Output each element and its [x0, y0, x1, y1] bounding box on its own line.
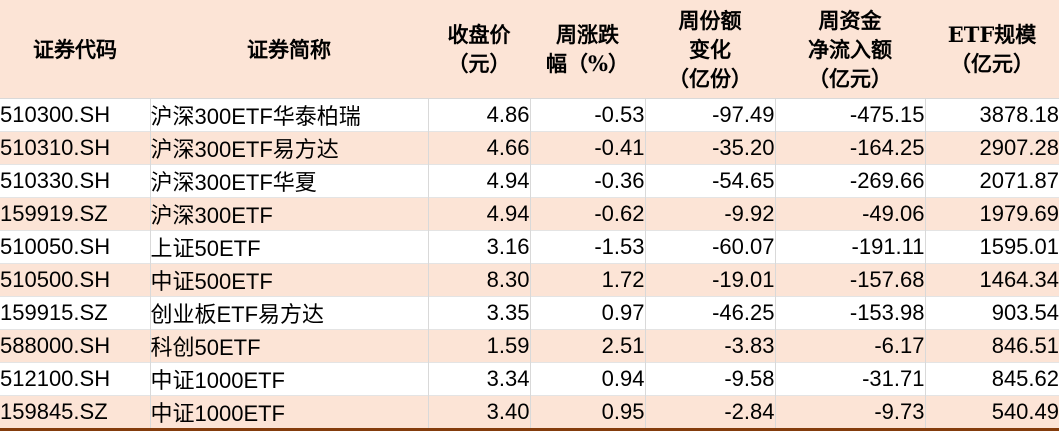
cell-share_chg: -19.01 [645, 263, 776, 297]
cell-scale: 1464.34 [925, 263, 1059, 297]
cell-code: 588000.SH [0, 329, 151, 363]
cell-share_chg: -9.58 [645, 362, 776, 396]
table-body: 510300.SH 沪深300ETF华泰柏瑞 4.86 -0.53 -97.49 -475… [0, 98, 1059, 430]
cell-chg: 0.95 [530, 395, 646, 430]
cell-code: 510330.SH [0, 164, 151, 198]
column-header-name: 证券简称 [150, 0, 428, 99]
cell-close: 4.94 [428, 197, 531, 231]
cell-net_inflow: -6.17 [775, 329, 926, 363]
table-row: 510300.SH 沪深300ETF华泰柏瑞 4.86 -0.53 -97.49 -475… [0, 98, 1059, 132]
cell-share_chg: -60.07 [645, 230, 776, 264]
table-row: 510050.SH 上证50ETF 3.16 -1.53 -60.07 -191.11 15… [0, 230, 1059, 264]
cell-net_inflow: -164.25 [775, 131, 926, 165]
etf-fund-flow-table: 证券代码 证券简称 收盘价 （元） 周涨跌 幅（%） 周份额 变化 （亿份） 周资金 净流… [0, 0, 1059, 431]
cell-code: 510050.SH [0, 230, 151, 264]
cell-close: 4.94 [428, 164, 531, 198]
cell-chg: -0.53 [530, 98, 646, 132]
cell-share_chg: -9.92 [645, 197, 776, 231]
column-header-share_chg: 周份额 变化 （亿份） [645, 0, 775, 99]
cell-name: 中证1000ETF [150, 395, 429, 430]
cell-close: 4.86 [428, 98, 531, 132]
cell-chg: 0.97 [530, 296, 646, 330]
cell-scale: 2071.87 [925, 164, 1059, 198]
table-row: 159919.SZ 沪深300ETF 4.94 -0.62 -9.92 -49.06 197… [0, 197, 1059, 231]
cell-name: 沪深300ETF华泰柏瑞 [150, 98, 429, 132]
cell-close: 3.40 [428, 395, 531, 430]
cell-close: 3.35 [428, 296, 531, 330]
cell-net_inflow: -157.68 [775, 263, 926, 297]
cell-net_inflow: -31.71 [775, 362, 926, 396]
cell-chg: -0.36 [530, 164, 646, 198]
header-row: 证券代码 证券简称 收盘价 （元） 周涨跌 幅（%） 周份额 变化 （亿份） 周资金 净流… [0, 0, 1059, 99]
table-row: 510330.SH 沪深300ETF华夏 4.94 -0.36 -54.65 -269.6… [0, 164, 1059, 198]
cell-name: 沪深300ETF华夏 [150, 164, 429, 198]
cell-name: 沪深300ETF易方达 [150, 131, 429, 165]
cell-scale: 1595.01 [925, 230, 1059, 264]
cell-scale: 1979.69 [925, 197, 1059, 231]
cell-scale: 845.62 [925, 362, 1059, 396]
cell-net_inflow: -9.73 [775, 395, 926, 430]
cell-chg: -1.53 [530, 230, 646, 264]
cell-close: 4.66 [428, 131, 531, 165]
cell-share_chg: -2.84 [645, 395, 776, 430]
cell-scale: 903.54 [925, 296, 1059, 330]
cell-share_chg: -97.49 [645, 98, 776, 132]
column-header-chg: 周涨跌 幅（%） [530, 0, 645, 99]
cell-name: 中证1000ETF [150, 362, 429, 396]
table-row: 510500.SH 中证500ETF 8.30 1.72 -19.01 -157.68 14… [0, 263, 1059, 297]
column-header-close: 收盘价 （元） [428, 0, 530, 99]
cell-net_inflow: -49.06 [775, 197, 926, 231]
cell-share_chg: -35.20 [645, 131, 776, 165]
column-header-scale: ETF规模 （亿元） [925, 0, 1059, 99]
cell-scale: 3878.18 [925, 98, 1059, 132]
cell-code: 510500.SH [0, 263, 151, 297]
cell-net_inflow: -191.11 [775, 230, 926, 264]
column-header-net_inflow: 周资金 净流入额 （亿元） [775, 0, 925, 99]
cell-chg: -0.62 [530, 197, 646, 231]
cell-name: 中证500ETF [150, 263, 429, 297]
cell-net_inflow: -269.66 [775, 164, 926, 198]
cell-scale: 2907.28 [925, 131, 1059, 165]
cell-close: 8.30 [428, 263, 531, 297]
cell-share_chg: -3.83 [645, 329, 776, 363]
cell-share_chg: -46.25 [645, 296, 776, 330]
table-row: 512100.SH 中证1000ETF 3.34 0.94 -9.58 -31.71 845… [0, 362, 1059, 396]
cell-net_inflow: -475.15 [775, 98, 926, 132]
table-row: 159915.SZ 创业板ETF易方达 3.35 0.97 -46.25 -153.98 9… [0, 296, 1059, 330]
cell-chg: -0.41 [530, 131, 646, 165]
cell-code: 510310.SH [0, 131, 151, 165]
cell-name: 沪深300ETF [150, 197, 429, 231]
cell-code: 512100.SH [0, 362, 151, 396]
table-row: 510310.SH 沪深300ETF易方达 4.66 -0.41 -35.20 -164.… [0, 131, 1059, 165]
cell-chg: 0.94 [530, 362, 646, 396]
cell-code: 159919.SZ [0, 197, 151, 231]
table-header: 证券代码 证券简称 收盘价 （元） 周涨跌 幅（%） 周份额 变化 （亿份） 周资金 净流… [0, 0, 1059, 99]
etf-fund-flow-table-wrap: 证券代码 证券简称 收盘价 （元） 周涨跌 幅（%） 周份额 变化 （亿份） 周资金 净流… [0, 0, 1059, 431]
table-row: 588000.SH 科创50ETF 1.59 2.51 -3.83 -6.17 846.51 [0, 329, 1059, 363]
cell-name: 上证50ETF [150, 230, 429, 264]
cell-code: 510300.SH [0, 98, 151, 132]
cell-chg: 1.72 [530, 263, 646, 297]
table-row: 159845.SZ 中证1000ETF 3.40 0.95 -2.84 -9.73 540.… [0, 395, 1059, 430]
cell-chg: 2.51 [530, 329, 646, 363]
cell-code: 159845.SZ [0, 395, 151, 430]
cell-scale: 846.51 [925, 329, 1059, 363]
cell-name: 创业板ETF易方达 [150, 296, 429, 330]
cell-close: 1.59 [428, 329, 531, 363]
cell-net_inflow: -153.98 [775, 296, 926, 330]
column-header-code: 证券代码 [0, 0, 150, 99]
cell-close: 3.16 [428, 230, 531, 264]
cell-share_chg: -54.65 [645, 164, 776, 198]
cell-close: 3.34 [428, 362, 531, 396]
cell-name: 科创50ETF [150, 329, 429, 363]
cell-code: 159915.SZ [0, 296, 151, 330]
cell-scale: 540.49 [925, 395, 1059, 430]
